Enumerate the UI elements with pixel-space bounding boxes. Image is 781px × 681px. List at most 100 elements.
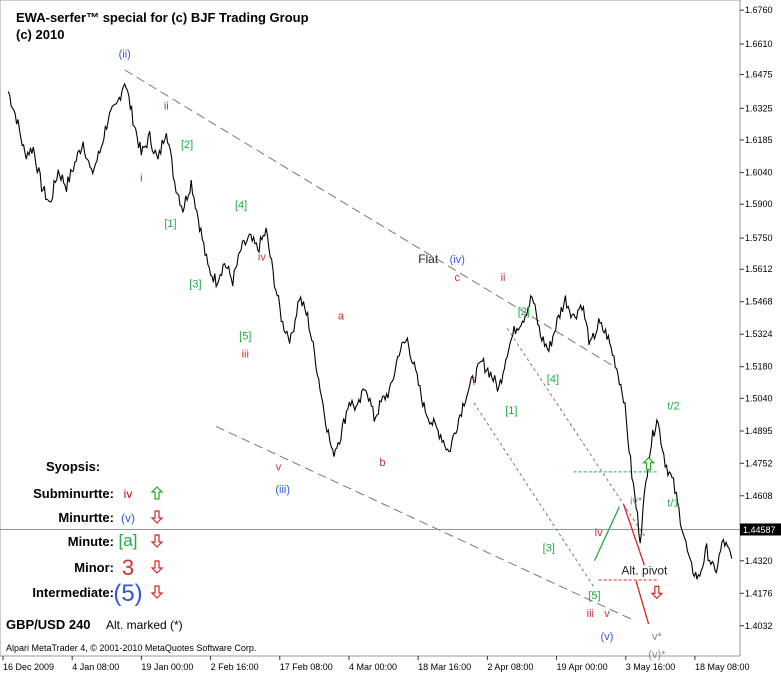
y-tick-label: 1.4032 xyxy=(745,621,773,631)
y-tick-label: 1.6760 xyxy=(745,5,773,15)
y-tick-label: 1.4320 xyxy=(745,556,773,566)
up-arrow xyxy=(642,456,655,471)
synopsis-row-label: Minurtte: xyxy=(58,510,114,525)
wave-label: [2] xyxy=(518,306,530,318)
wave-label: [5] xyxy=(239,331,251,343)
wave-label: iv xyxy=(258,252,266,264)
channel-line-2 xyxy=(473,402,595,589)
wave-label: iii xyxy=(587,608,594,620)
x-tick-label: 18 Mar 16:00 xyxy=(418,662,471,672)
x-tick-label: 16 Dec 2009 xyxy=(3,662,54,672)
wave-label: Alt. pivot xyxy=(621,563,668,577)
x-tick-label: 17 Feb 08:00 xyxy=(280,662,333,672)
wave-label: (v) xyxy=(601,631,614,643)
wave-label: [4] xyxy=(235,200,247,212)
y-tick-label: 1.5900 xyxy=(745,199,773,209)
wave-label: v xyxy=(604,608,610,620)
y-axis: 1.6760 1.6610 1.6475 1.6325 1.6185 1.6040 1.59… xyxy=(739,0,781,676)
x-tick-label: 3 May 16:00 xyxy=(626,662,676,672)
y-tick-label: 1.5040 xyxy=(745,393,773,403)
y-tick-label: 1.4176 xyxy=(745,588,773,598)
x-tick-label: 4 Jan 08:00 xyxy=(72,662,119,672)
chart-subtitle: (c) 2010 xyxy=(16,27,64,42)
wave-label: i xyxy=(140,173,142,185)
synopsis-row-wave: [a] xyxy=(119,531,138,550)
synopsis-row-arrow-icon xyxy=(150,534,164,548)
wave-label: (ii) xyxy=(119,49,131,61)
price-line xyxy=(7,82,733,580)
level-lines xyxy=(0,471,740,581)
synopsis-row-label: Subminurtte: xyxy=(33,486,114,501)
synopsis-row-label: Minor: xyxy=(74,560,114,575)
synopsis-row-label: Intermediate: xyxy=(32,585,114,600)
signal-arrows xyxy=(150,456,664,600)
channel-line-0 xyxy=(124,69,616,368)
current-price-badge xyxy=(740,523,781,536)
wave-label: iv xyxy=(595,527,603,539)
synopsis-row-arrow-icon xyxy=(150,510,164,524)
wave-label: iii xyxy=(242,349,249,361)
synopsis-row-arrow-icon xyxy=(150,486,164,500)
synopsis-panel: Syopsis: Subminurtte: iv Minurtte: (v) Minut… xyxy=(32,459,142,607)
wave-label: c xyxy=(455,272,461,284)
synopsis-row-wave: 3 xyxy=(122,555,134,580)
wave-label: t/1 xyxy=(667,498,679,510)
current-price-label: 1.44587 xyxy=(743,525,776,535)
wave-label: ii xyxy=(501,272,506,284)
wave-label: [3] xyxy=(543,543,555,555)
projection-line-2 xyxy=(635,580,650,625)
synopsis-row-wave: (5) xyxy=(113,580,142,607)
y-tick-label: 1.6610 xyxy=(745,39,773,49)
y-tick-label: 1.4895 xyxy=(745,426,773,436)
wave-label: (iii) xyxy=(275,484,290,496)
down-arrow xyxy=(650,585,664,600)
wave-label: i xyxy=(473,376,475,388)
projection-lines xyxy=(593,504,650,625)
y-tick-label: 1.6325 xyxy=(745,103,773,113)
wave-label: Flat xyxy=(418,252,439,266)
y-axis-background xyxy=(740,0,781,676)
wave-label: b xyxy=(379,457,385,469)
alt-marked-note: Alt. marked (*) xyxy=(106,618,183,632)
y-tick-label: 1.4752 xyxy=(745,458,773,468)
y-tick-label: 1.5612 xyxy=(745,264,773,274)
x-axis: 16 Dec 2009 4 Jan 08:00 19 Jan 00:00 2 Feb … xyxy=(0,655,749,672)
wave-label: (v)* xyxy=(648,649,666,661)
chart-title: EWA-serfer™ special for (c) BJF Trading … xyxy=(16,10,309,25)
synopsis-row-arrow-icon xyxy=(150,560,164,574)
synopsis-row-wave: (v) xyxy=(121,511,135,525)
y-tick-label: 1.4608 xyxy=(745,491,773,501)
channel-lines xyxy=(124,69,645,620)
wave-label: v* xyxy=(652,631,663,643)
wave-label: iv* xyxy=(630,495,643,507)
y-tick-label: 1.6040 xyxy=(745,168,773,178)
x-tick-label: 19 Jan 00:00 xyxy=(141,662,193,672)
y-tick-label: 1.5324 xyxy=(745,329,773,339)
channel-line-1 xyxy=(215,426,633,620)
y-tick-label: 1.6475 xyxy=(745,69,773,79)
price-series xyxy=(7,82,733,580)
wave-label: [3] xyxy=(189,279,201,291)
wave-label: [1] xyxy=(505,405,517,417)
wave-label: v xyxy=(276,462,282,474)
wave-label: [5] xyxy=(588,590,600,602)
wave-labels: (ii)iii[2][1][4][3]iv[5]iiiv(iii)abFlat(… xyxy=(119,49,680,661)
synopsis-title: Syopsis: xyxy=(46,459,100,474)
wave-label: (iv) xyxy=(450,254,465,266)
y-tick-label: 1.5180 xyxy=(745,362,773,372)
x-tick-label: 2 Apr 08:00 xyxy=(487,662,533,672)
wave-label: [2] xyxy=(181,139,193,151)
x-tick-label: 2 Feb 16:00 xyxy=(211,662,259,672)
x-tick-label: 19 Apr 00:00 xyxy=(557,662,608,672)
synopsis-row-wave: iv xyxy=(124,487,133,501)
synopsis-row-label: Minute: xyxy=(68,534,114,549)
wave-label: [4] xyxy=(547,373,559,385)
projection-line-1 xyxy=(622,504,645,566)
y-tick-label: 1.5468 xyxy=(745,297,773,307)
symbol-label: GBP/USD 240 xyxy=(6,617,91,632)
synopsis-row-arrow-icon xyxy=(150,585,164,599)
wave-label: a xyxy=(338,310,345,322)
